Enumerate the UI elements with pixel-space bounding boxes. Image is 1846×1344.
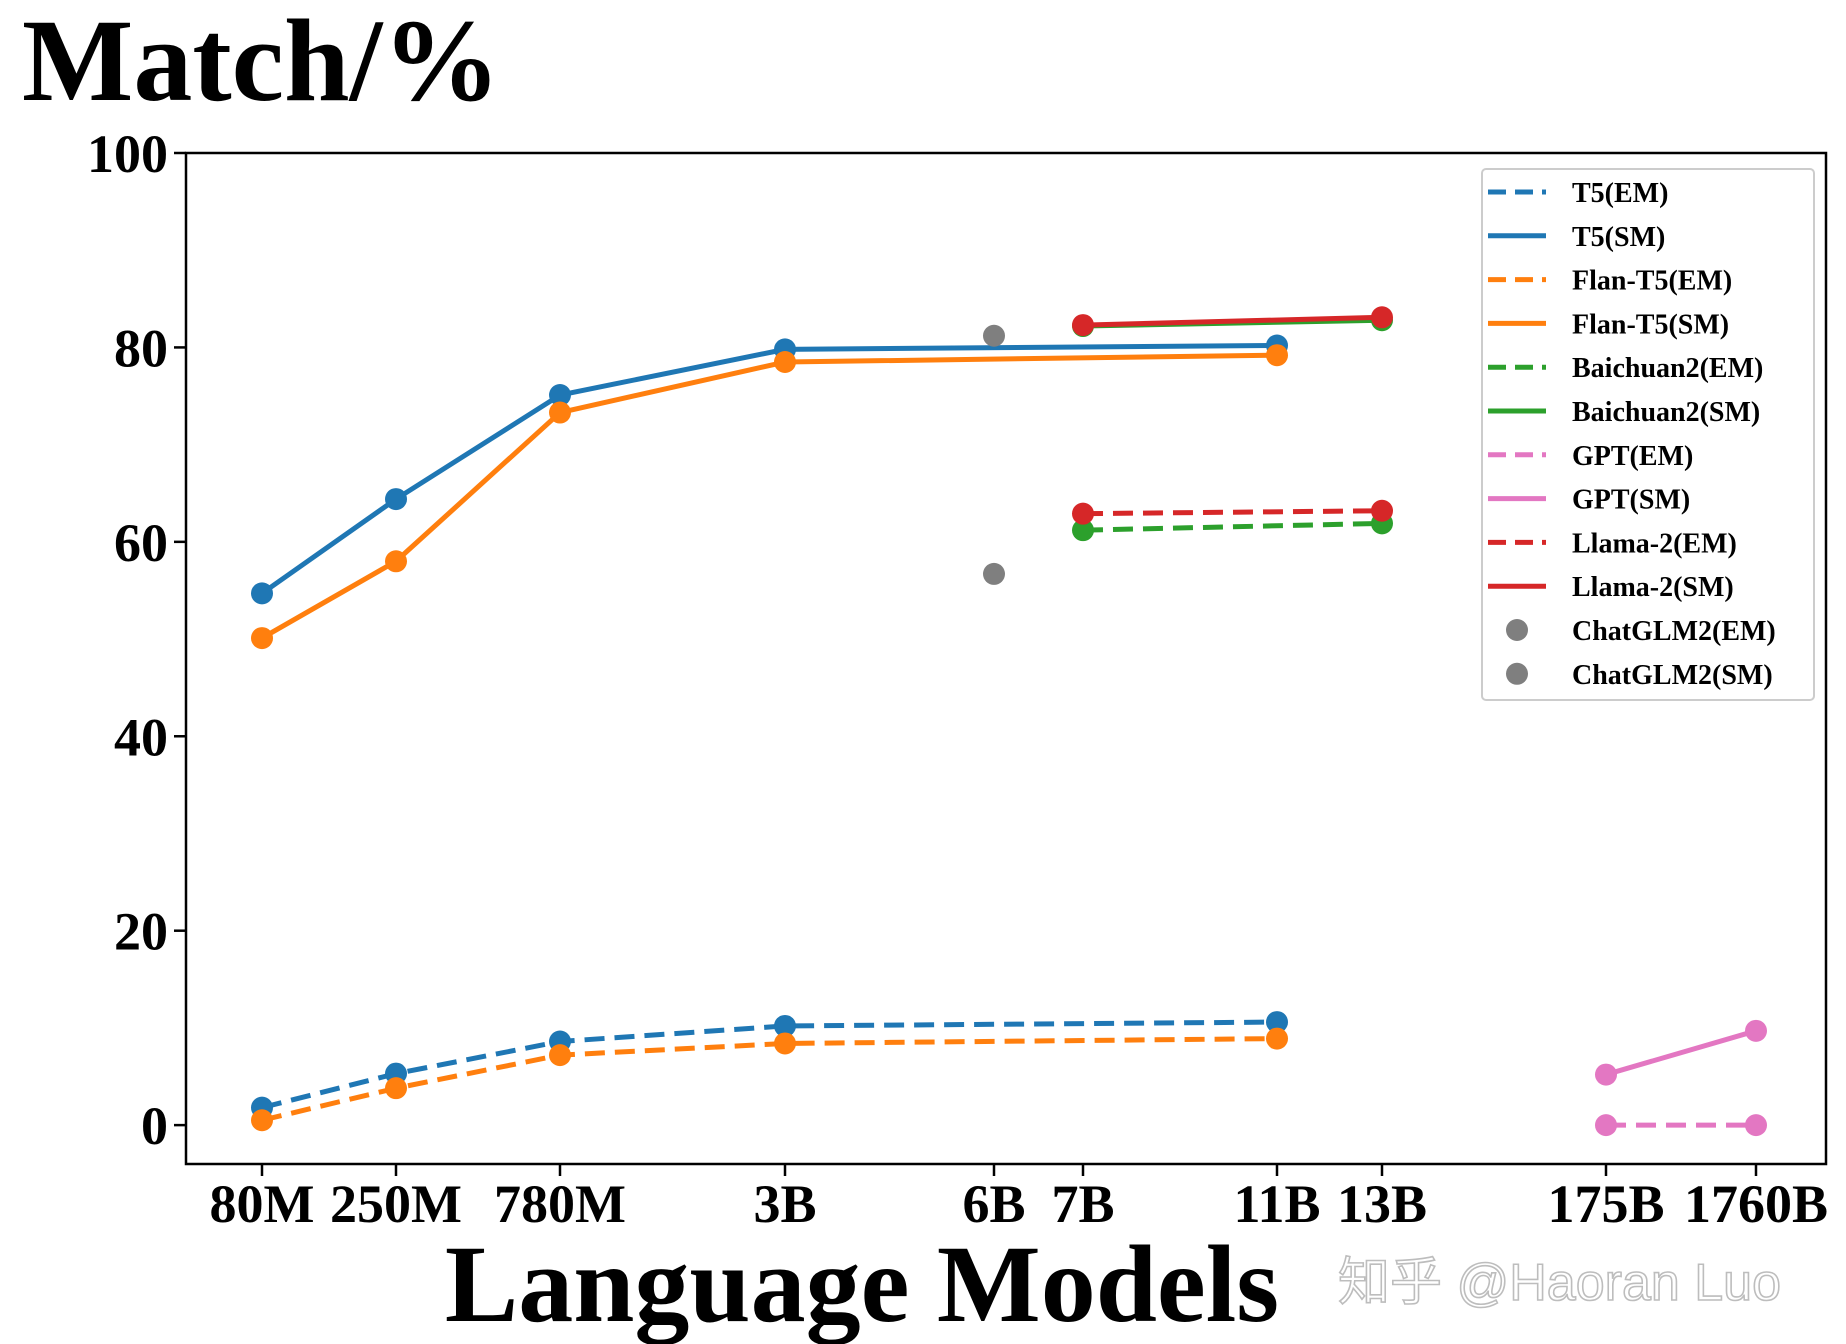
data-point (1371, 306, 1393, 329)
legend-label: Baichuan2(EM) (1572, 353, 1763, 384)
data-point (549, 401, 571, 424)
legend-marker (1506, 619, 1528, 641)
data-point (251, 1109, 273, 1132)
data-point (1595, 1114, 1617, 1137)
legend-label: GPT(SM) (1572, 485, 1690, 516)
legend-label: GPT(EM) (1572, 441, 1693, 472)
legend-label: Flan-T5(EM) (1572, 266, 1732, 297)
legend: T5(EM) T5(SM) Flan-T5(EM) Flan-T5(SM) Baichu… (1481, 168, 1815, 701)
x-tick-label: 3B (753, 1174, 816, 1234)
legend-label: Llama-2(EM) (1572, 528, 1737, 559)
legend-label: Llama-2(SM) (1572, 572, 1734, 603)
x-tick-label: 80M (210, 1174, 315, 1234)
legend-label: T5(EM) (1572, 178, 1668, 209)
legend-label: Baichuan2(SM) (1572, 397, 1760, 428)
series-line (260, 342, 1278, 596)
x-tick-label: 13B (1337, 1174, 1427, 1234)
data-point (774, 1032, 796, 1055)
data-point (1266, 1011, 1288, 1034)
series-line (1082, 508, 1383, 517)
x-tick-label: 780M (494, 1174, 626, 1234)
x-axis-title: Language Models (445, 1223, 1279, 1344)
data-point (1595, 1063, 1617, 1086)
series-line (261, 1036, 1278, 1123)
data-point (1266, 1027, 1288, 1050)
plot-series (251, 306, 1767, 1137)
series-line (1082, 314, 1383, 328)
series-line (260, 352, 1278, 641)
x-tick-label: 250M (330, 1174, 462, 1234)
x-axis-ticks: 80M 250M 780M 3B 6B 7B 11B 13B 175B 1760B (210, 1164, 1828, 1234)
data-point (774, 1014, 796, 1037)
data-point (1745, 1019, 1767, 1042)
legend-label: ChatGLM2(EM) (1572, 616, 1776, 647)
data-point (983, 324, 1005, 347)
x-tick-label: 7B (1051, 1174, 1114, 1234)
data-point (1072, 314, 1094, 337)
data-point (549, 384, 571, 407)
data-point (251, 627, 273, 650)
y-tick-label: 20 (114, 902, 168, 962)
legend-marker (1506, 662, 1528, 685)
series-line (1605, 1028, 1757, 1077)
y-tick-label: 80 (114, 318, 168, 378)
x-tick-label: 11B (1233, 1174, 1320, 1234)
y-tick-label: 0 (141, 1096, 168, 1156)
x-tick-label: 6B (962, 1174, 1025, 1234)
y-axis-title: Match/% (22, 0, 500, 126)
legend-label: T5(SM) (1572, 222, 1665, 253)
y-tick-label: 40 (114, 707, 168, 767)
legend-box (1481, 168, 1815, 701)
y-tick-label: 60 (114, 513, 168, 573)
series-line (1082, 520, 1383, 533)
legend-label: ChatGLM2(SM) (1572, 660, 1773, 691)
data-point (385, 550, 407, 573)
data-point (1371, 499, 1393, 522)
legend-label: Flan-T5(SM) (1572, 309, 1729, 340)
plot-area-frame (184, 151, 1828, 1166)
x-tick-label: 175B (1547, 1174, 1664, 1234)
series-line (261, 1019, 1278, 1111)
data-point (1745, 1114, 1767, 1137)
data-point (1266, 344, 1288, 367)
data-point (983, 562, 1005, 585)
data-point (385, 488, 407, 511)
watermark: 知乎 @Haoran Luo (1338, 1254, 1781, 1312)
data-point (385, 1077, 407, 1100)
x-tick-label: 1760B (1684, 1174, 1828, 1234)
data-point (251, 582, 273, 605)
data-point (1072, 519, 1094, 542)
data-point (774, 351, 796, 374)
data-point (549, 1044, 571, 1067)
data-point (1072, 502, 1094, 525)
y-tick-label: 100 (87, 124, 168, 184)
y-axis-ticks: 0 20 40 60 80 100 (87, 124, 186, 1156)
